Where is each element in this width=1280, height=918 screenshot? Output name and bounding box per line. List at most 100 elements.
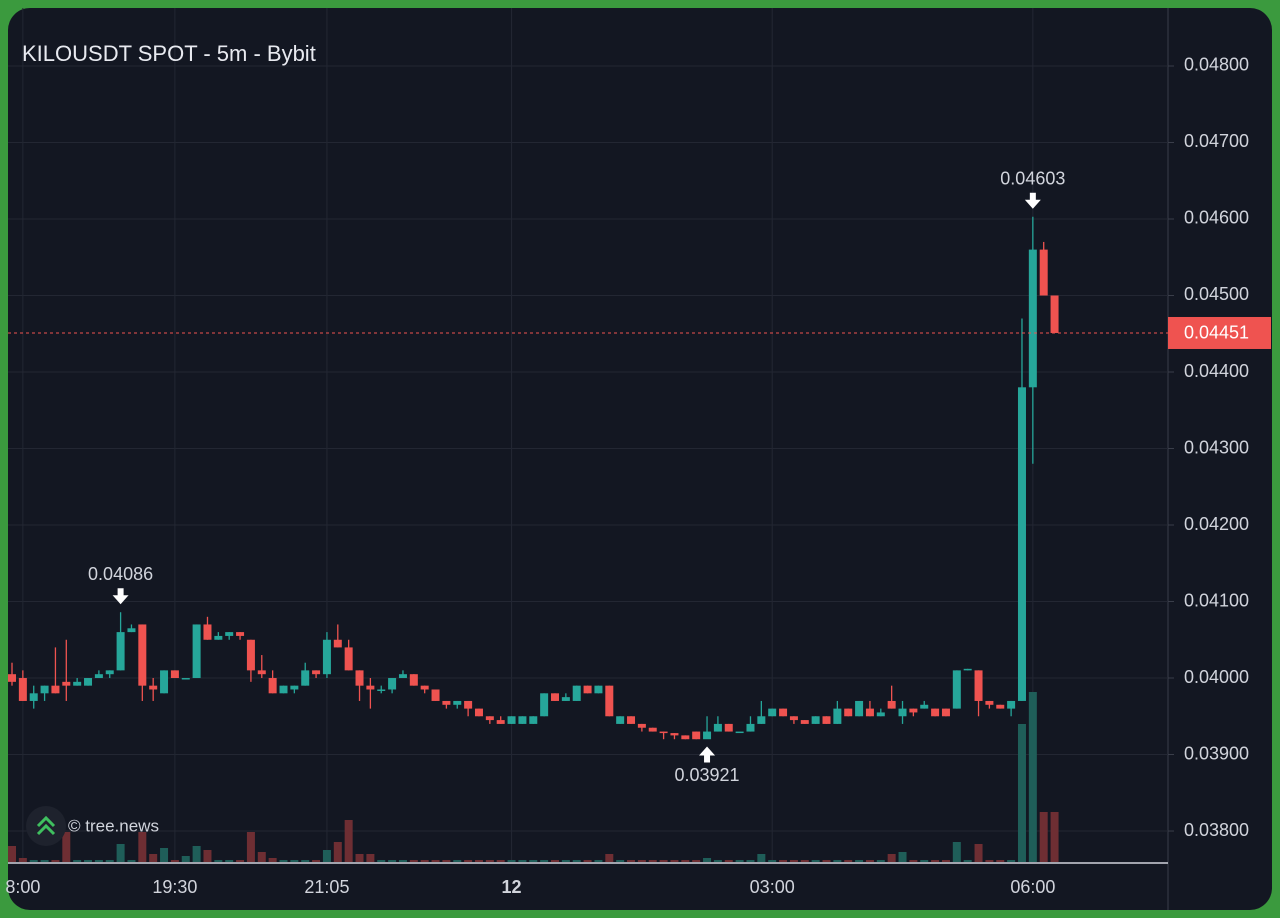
volume-bar [442,860,451,862]
x-tick-label: 19:30 [152,877,197,897]
candle-body [203,624,212,640]
candle-body [181,678,190,680]
volume-bar [51,860,60,862]
candle-body [366,685,375,690]
volume-bar [94,860,103,862]
candle-body [659,731,668,734]
candle-body [952,670,961,709]
volume-bar [898,852,907,862]
candle-body [887,700,896,709]
candle-body [648,727,657,732]
candle-body [941,708,950,717]
volume-bar [84,860,93,862]
volume-bar [800,860,809,862]
volume-bar [518,860,527,862]
volume-bar [1039,812,1048,862]
annotation-label: 0.03921 [675,765,740,785]
candle-body [616,716,625,724]
x-tick-label: 06:00 [1010,877,1055,897]
volume-bar [909,860,918,862]
volume-bar [1050,812,1059,862]
candle-body [898,708,907,717]
candle-body [127,628,136,633]
last-price-label: 0.04451 [1184,323,1249,343]
volume-bar [203,850,212,862]
candle-body [192,624,201,679]
x-tick-label: 12 [502,877,522,897]
volume-bar [855,860,864,862]
candle-body [996,704,1005,709]
volume-bar [551,860,559,862]
candle-body [529,716,538,724]
volume-bar [409,860,418,862]
volume-bar [214,860,223,862]
candle-body [670,733,679,736]
volume-bar [659,860,668,862]
volume-bar [540,860,549,862]
volume-bar [496,860,505,862]
candle-body [398,674,407,679]
volume-bar [985,860,994,862]
volume [8,692,1059,862]
candle-body [757,716,766,724]
candle-body [355,670,364,686]
candle-body [605,685,614,717]
candle-body [496,720,505,724]
volume-bar [811,860,820,862]
candle-body [246,639,255,671]
volume-bar [474,860,483,862]
candle-body [561,697,570,701]
candle-body [138,624,147,686]
volume-bar [724,860,733,862]
volume-bar [73,860,82,862]
volume-bar [246,832,255,862]
y-tick-label: 0.03900 [1184,743,1249,763]
y-tick-label: 0.04200 [1184,514,1249,534]
candle-body [1017,387,1026,701]
candle-body [474,708,483,717]
volume-bar [29,860,38,862]
volume-bar [931,860,940,862]
volume-bar [692,860,701,862]
volume-bar [583,860,592,862]
volume-bar [170,860,179,862]
candle-body [8,674,16,682]
volume-bar [703,858,712,862]
y-tick-label: 0.04400 [1184,361,1249,381]
candle-body [692,731,701,740]
volume-bar [268,858,277,862]
volume-bar [431,860,440,862]
volume-bar [1028,692,1037,862]
watermark-text: © tree.news [68,816,159,835]
volume-bar [236,860,245,862]
volume-bar [279,860,288,862]
y-tick-label: 0.04500 [1184,284,1249,304]
candle-body [844,708,853,717]
volume-bar [1017,724,1026,862]
candle-body [160,670,169,694]
volume-bar [453,860,462,862]
candle-body [800,720,809,724]
volume-bar [996,860,1005,862]
candle-body [257,670,266,675]
y-tick-label: 0.04000 [1184,667,1249,687]
x-tick-label: 03:00 [750,877,795,897]
volume-bar [116,844,125,862]
volume-bar [257,852,266,862]
x-tick-label: 21:05 [304,877,349,897]
volume-bar [355,854,364,862]
candle-body [73,681,82,686]
candle-body [681,735,690,740]
candle-body [236,632,245,636]
candle-body [779,708,788,717]
volume-bar [485,860,494,862]
candle-body [909,708,918,713]
candle-body [485,716,494,721]
candle-body [507,716,516,724]
volume-bar [637,860,646,862]
candle-body [963,668,972,671]
candle-body [735,731,744,734]
candle-body [746,723,755,732]
candle-body [855,700,864,717]
